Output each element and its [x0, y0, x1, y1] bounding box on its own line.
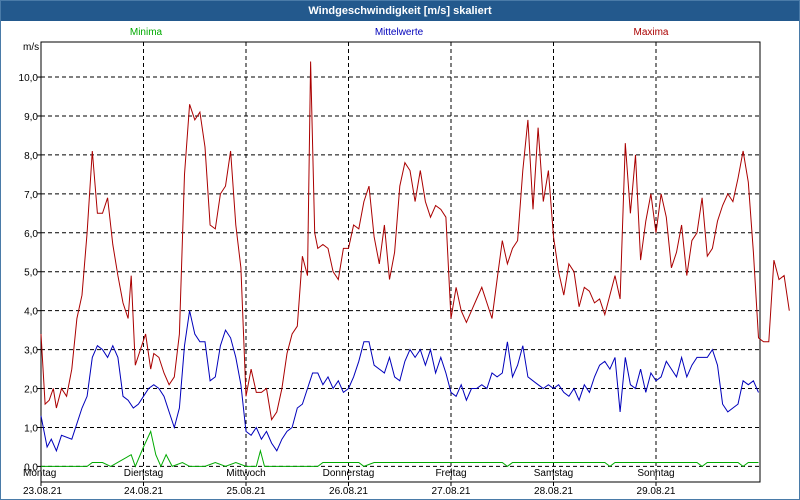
x-day-label: Sonntag [637, 468, 674, 479]
y-tick-label: 7,0 [24, 190, 38, 201]
y-tick-label: 5,0 [24, 268, 38, 279]
x-day-label: Dienstag [124, 468, 163, 479]
x-date-label: 26.08.21 [329, 486, 368, 497]
x-date-label: 27.08.21 [432, 486, 471, 497]
grid-lines [41, 42, 760, 482]
plot-area [40, 41, 761, 483]
x-date-label: 25.08.21 [227, 486, 266, 497]
x-day-label: Donnerstag [323, 468, 375, 479]
x-date-label: 29.08.21 [637, 486, 676, 497]
x-date-label: 23.08.21 [23, 486, 62, 497]
x-date-label: 24.08.21 [124, 486, 163, 497]
y-tick-label: 4,0 [24, 307, 38, 318]
chart-title: Windgeschwindigkeit [m/s] skaliert [1, 1, 799, 21]
x-day-label: Samstag [534, 468, 573, 479]
y-axis: m/s 0,0 1,0 2,0 3,0 4,0 5,0 6,0 7,0 8,0 9,0 10,0 [19, 42, 41, 473]
y-tick-label: 6,0 [24, 229, 38, 240]
x-day-label: Mittwoch [226, 468, 265, 479]
y-tick-label: 2,0 [24, 385, 38, 396]
x-axis: Montag 23.08.21 Dienstag 24.08.21 Mittwoch 25… [23, 468, 676, 497]
y-axis-label: m/s [23, 42, 39, 53]
y-tick-label: 9,0 [24, 112, 38, 123]
legend-entry: Mittelwerte [375, 27, 424, 38]
x-day-label: Freitag [435, 468, 466, 479]
x-day-label: Montag [23, 468, 56, 479]
series-line-minima [41, 429, 759, 468]
y-tick-label: 3,0 [24, 346, 38, 357]
y-tick-label: 0,0 [24, 462, 38, 473]
legend-entry: Minima [130, 27, 163, 38]
series-line-mittelwerte [40, 310, 759, 453]
legend-entry: Maxima [633, 27, 668, 38]
y-tick-label: 1,0 [24, 423, 38, 434]
legend: Minima Mittelwerte Maxima [130, 27, 669, 38]
x-date-label: 28.08.21 [534, 486, 573, 497]
series-line-maxima [40, 61, 790, 422]
wind-speed-chart: m/s 0,0 1,0 2,0 3,0 4,0 5,0 6,0 7,0 8,0 9,0 10,0 M… [19, 27, 790, 497]
y-tick-label: 10,0 [19, 73, 39, 84]
series-lines [40, 61, 790, 468]
y-tick-label: 8,0 [24, 151, 38, 162]
